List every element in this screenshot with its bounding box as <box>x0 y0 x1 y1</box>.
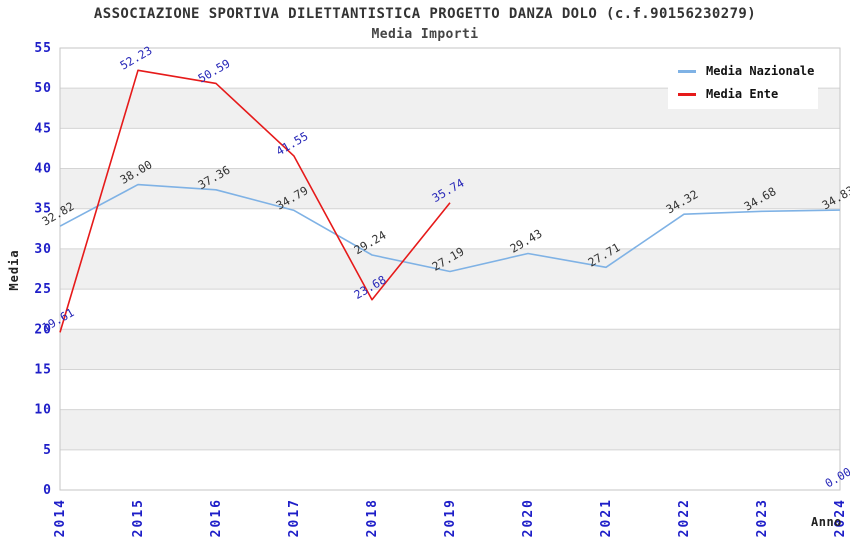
x-tick-label: 2021 <box>599 498 614 537</box>
y-tick-label: 10 <box>34 403 52 418</box>
plot-band <box>60 329 840 370</box>
data-label-media-ente: 0.00 <box>823 465 850 491</box>
y-tick-label: 15 <box>34 362 52 377</box>
x-tick-label: 2017 <box>287 498 302 537</box>
chart-title: ASSOCIAZIONE SPORTIVA DILETTANTISTICA PR… <box>93 6 757 22</box>
legend-label-media-ente: Media Ente <box>706 87 779 101</box>
x-tick-label: 2016 <box>209 498 224 537</box>
x-tick-label: 2023 <box>755 498 770 537</box>
plot-border <box>59 47 841 491</box>
y-tick-label: 55 <box>34 41 52 56</box>
x-axis-title: Anno <box>811 515 842 529</box>
series-line-media-nazionale <box>59 183 841 273</box>
y-tick-label: 40 <box>34 162 52 177</box>
plot-band <box>60 409 840 450</box>
y-axis-title: Media <box>7 249 21 291</box>
legend-swatch-media-ente <box>678 92 696 96</box>
legend-label-media-nazionale: Media Nazionale <box>706 64 815 78</box>
data-label-media-ente: 50.59 <box>196 56 233 85</box>
y-tick-label: 35 <box>34 202 52 217</box>
x-tick-label: 2015 <box>131 498 146 537</box>
legend-item-media-nazionale: Media Nazionale <box>678 64 814 78</box>
y-tick-label: 50 <box>34 81 52 96</box>
x-tick-label: 2014 <box>53 498 68 537</box>
y-tick-label: 20 <box>34 322 52 337</box>
legend: Media Nazionale Media Ente <box>668 56 818 109</box>
plot-band <box>60 248 840 290</box>
y-tick-label: 30 <box>34 242 52 257</box>
y-tick-label: 25 <box>34 282 52 297</box>
x-tick-label: 2020 <box>521 498 536 537</box>
legend-swatch-media-nazionale <box>678 69 696 73</box>
x-tick-label: 2024 <box>833 498 848 537</box>
y-tick-label: 45 <box>34 121 52 136</box>
legend-item-media-ente: Media Ente <box>678 87 808 101</box>
chart-subtitle: Media Importi <box>371 27 479 42</box>
y-tick-label: 0 <box>43 483 52 498</box>
y-tick-label: 5 <box>43 443 52 458</box>
x-tick-label: 2022 <box>677 498 692 537</box>
x-tick-label: 2018 <box>365 498 380 537</box>
x-tick-label: 2019 <box>443 498 458 537</box>
